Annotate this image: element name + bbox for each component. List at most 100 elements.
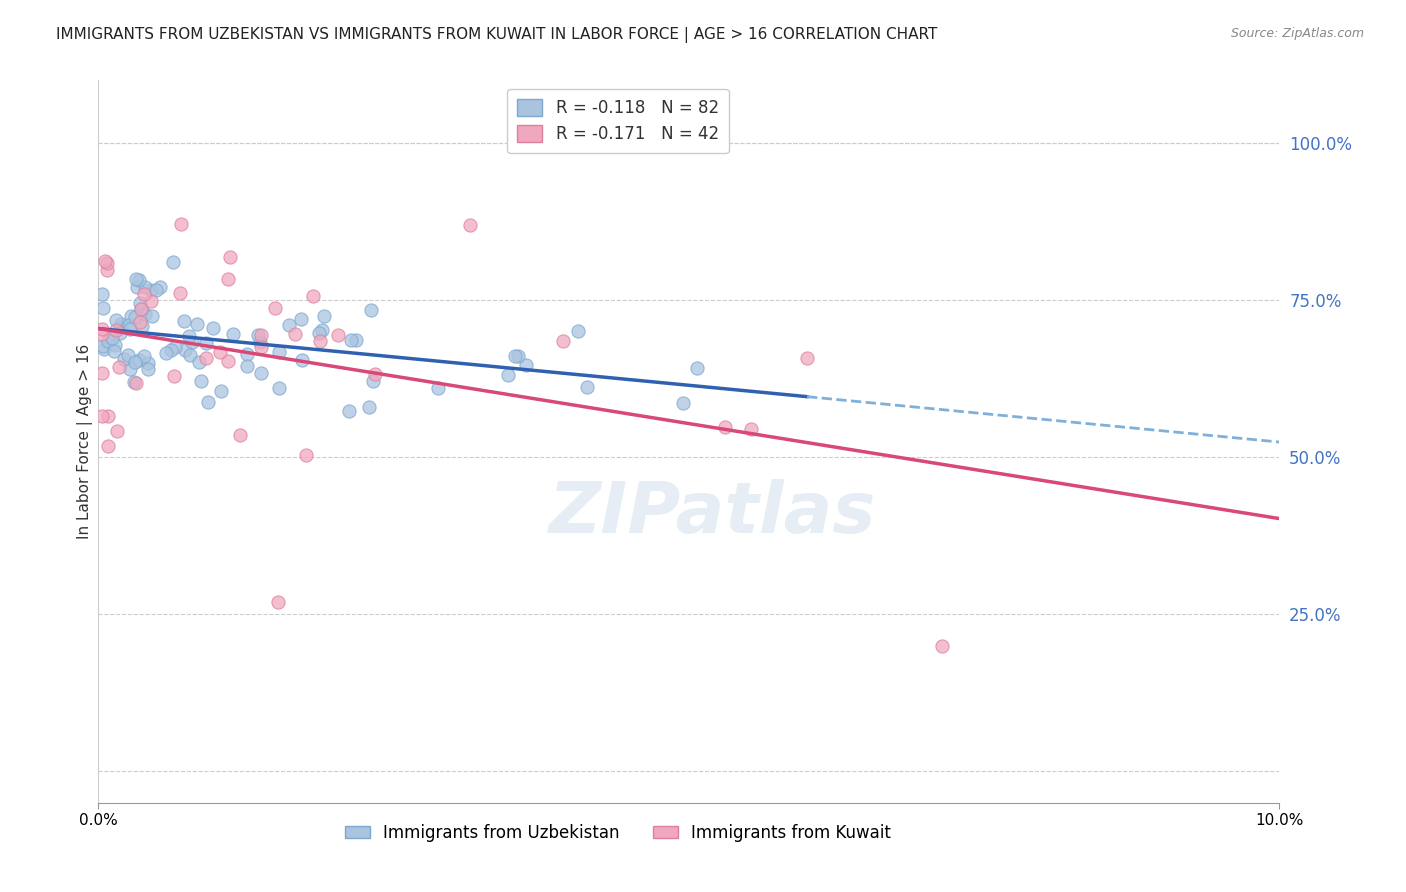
Point <box>328 327 350 342</box>
Point <box>222 326 245 341</box>
Point <box>110 326 132 341</box>
Point <box>174 343 197 357</box>
Point <box>108 320 131 334</box>
Point <box>249 367 271 381</box>
Point <box>139 283 162 297</box>
Point <box>90 366 112 380</box>
Point <box>195 351 218 366</box>
Point <box>209 384 232 398</box>
Point <box>118 362 141 376</box>
Point <box>672 396 695 410</box>
Point <box>515 358 537 372</box>
Point <box>508 349 530 363</box>
Point <box>127 280 149 294</box>
Point <box>105 424 128 438</box>
Point <box>96 263 118 277</box>
Point <box>714 420 737 434</box>
Text: Source: ZipAtlas.com: Source: ZipAtlas.com <box>1230 27 1364 40</box>
Point <box>177 328 200 343</box>
Point <box>551 334 574 348</box>
Point <box>236 359 259 373</box>
Point <box>112 351 135 366</box>
Point <box>186 317 208 331</box>
Point <box>190 374 212 388</box>
Point <box>195 336 218 351</box>
Point <box>132 349 155 363</box>
Text: ZIPatlas: ZIPatlas <box>548 479 876 549</box>
Point <box>496 368 519 382</box>
Point <box>118 321 141 335</box>
Point <box>101 331 124 345</box>
Point <box>290 312 312 326</box>
Point <box>301 288 323 302</box>
Point <box>169 217 191 231</box>
Point <box>120 310 142 324</box>
Point <box>105 312 128 326</box>
Point <box>90 326 112 341</box>
Point <box>128 315 150 329</box>
Point <box>104 323 127 337</box>
Point <box>308 334 330 348</box>
Point <box>361 374 384 388</box>
Point <box>202 320 225 334</box>
Point <box>294 448 316 462</box>
Point <box>124 310 146 324</box>
Point <box>97 439 120 453</box>
Point <box>284 327 307 342</box>
Point <box>90 322 112 336</box>
Point <box>796 351 818 366</box>
Point <box>125 376 148 391</box>
Point <box>217 271 239 285</box>
Point <box>103 343 125 358</box>
Point <box>249 328 271 343</box>
Point <box>169 285 191 300</box>
Point <box>567 324 589 338</box>
Point <box>219 251 242 265</box>
Point <box>264 301 287 315</box>
Point <box>138 356 160 370</box>
Point <box>247 328 270 343</box>
Point <box>138 361 160 376</box>
Point <box>159 343 181 357</box>
Y-axis label: In Labor Force | Age > 16: In Labor Force | Age > 16 <box>77 344 93 539</box>
Point <box>149 279 172 293</box>
Point <box>93 339 115 353</box>
Point <box>162 254 184 268</box>
Point <box>141 309 163 323</box>
Point <box>124 354 146 368</box>
Point <box>311 323 333 337</box>
Point <box>129 302 152 317</box>
Point <box>312 309 335 323</box>
Text: IMMIGRANTS FROM UZBEKISTAN VS IMMIGRANTS FROM KUWAIT IN LABOR FORCE | AGE > 16 C: IMMIGRANTS FROM UZBEKISTAN VS IMMIGRANTS… <box>56 27 938 43</box>
Point <box>155 346 177 360</box>
Point <box>291 353 314 368</box>
Point <box>94 254 117 268</box>
Point <box>228 428 250 442</box>
Point <box>128 352 150 367</box>
Point <box>686 361 709 376</box>
Point <box>91 301 114 315</box>
Point <box>267 595 290 609</box>
Point <box>277 318 299 333</box>
Point <box>165 340 187 354</box>
Point <box>740 422 762 436</box>
Point <box>97 334 120 349</box>
Point <box>458 218 481 232</box>
Point <box>931 639 953 653</box>
Point <box>131 319 153 334</box>
Point <box>125 271 148 285</box>
Point <box>363 367 385 381</box>
Point <box>104 338 127 352</box>
Point <box>249 340 271 354</box>
Point <box>131 301 153 316</box>
Point <box>96 256 118 270</box>
Point <box>90 286 112 301</box>
Point <box>249 334 271 349</box>
Point <box>337 403 360 417</box>
Point <box>236 347 259 361</box>
Point <box>267 381 290 395</box>
Point <box>576 380 599 394</box>
Point <box>179 348 201 362</box>
Point <box>344 333 367 347</box>
Point <box>108 359 131 374</box>
